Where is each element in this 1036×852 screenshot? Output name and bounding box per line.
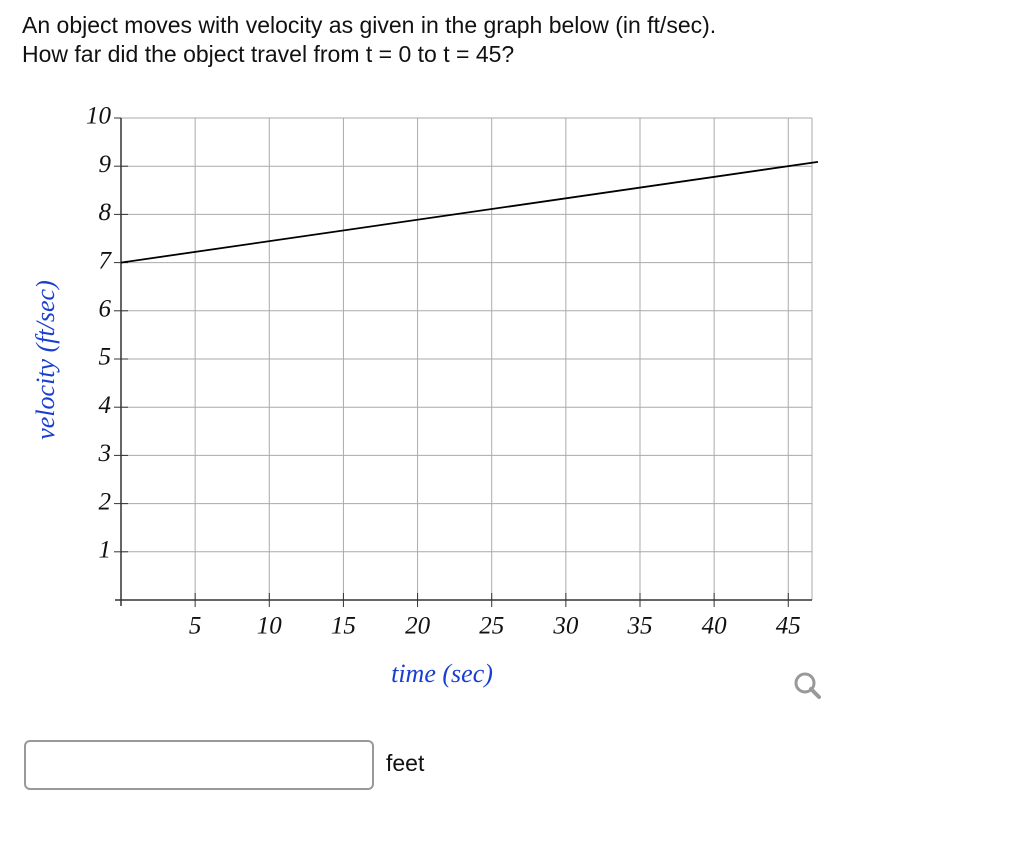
x-axis-label: time (sec)	[391, 659, 493, 688]
y-tick-label: 1	[99, 537, 112, 564]
question-line: How far did the object travel from t = 0…	[22, 41, 515, 67]
y-axis-label: velocity (ft/sec)	[31, 280, 60, 440]
y-tick-label: 4	[99, 392, 112, 419]
answer-input[interactable]	[24, 740, 374, 790]
x-tick-label: 40	[702, 613, 728, 640]
y-tick-label: 3	[98, 440, 112, 467]
y-tick-label: 7	[99, 247, 113, 274]
question-line: An object moves with velocity as given i…	[22, 12, 717, 38]
x-tick-label: 25	[479, 613, 504, 640]
answer-unit: feet	[386, 750, 425, 776]
x-tick-label: 35	[626, 613, 652, 640]
x-tick-label: 45	[776, 613, 801, 640]
chart: time (sec) velocity (ft/sec) 12345678910…	[31, 103, 821, 699]
zoom-icon[interactable]	[794, 672, 821, 699]
y-tick-label: 9	[99, 151, 112, 178]
x-tick-label: 20	[405, 613, 431, 640]
y-tick-label: 2	[99, 488, 112, 515]
velocity-line	[120, 160, 819, 264]
x-tick-label: 10	[257, 613, 283, 640]
x-tick-label: 15	[331, 613, 356, 640]
y-tick-label: 10	[86, 103, 112, 130]
x-tick-label: 5	[189, 613, 202, 640]
x-tick-label: 30	[552, 613, 579, 640]
y-tick-label: 6	[99, 296, 112, 323]
y-tick-label: 8	[99, 199, 112, 226]
y-tick-label: 5	[99, 344, 112, 371]
